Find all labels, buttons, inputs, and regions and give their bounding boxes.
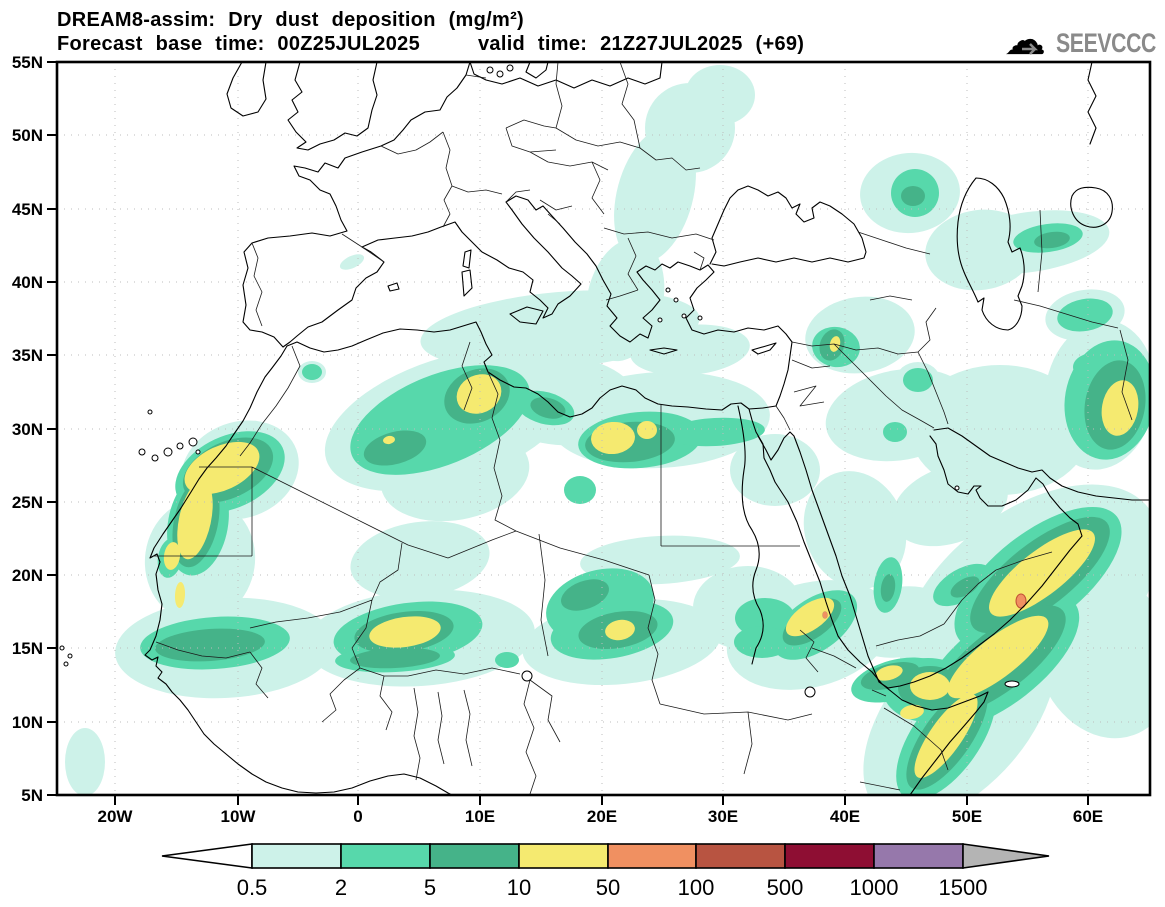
- ireland-coast: [226, 62, 267, 117]
- x-axis-labels: 20W 10W 0 10E 20E 30E 40E 50E 60E: [98, 807, 1104, 826]
- black-sea-coast: [709, 185, 867, 267]
- colorbar-value: 1500: [939, 875, 988, 900]
- x-axis-ticks: [114, 795, 1089, 805]
- nile-river: [737, 405, 764, 665]
- seevccc-logo: ☁ SEEVCCC: [1004, 16, 1157, 63]
- lat-label: 50N: [12, 126, 43, 145]
- colorbar: 0.5 2 5 10 50 100 500 1000 1500: [161, 843, 1050, 900]
- lat-label: 30N: [12, 420, 43, 439]
- colorbar-value: 500: [767, 875, 804, 900]
- baltic-coast: [469, 62, 663, 89]
- lat-label: 55N: [12, 53, 43, 72]
- lon-label: 0: [353, 807, 362, 826]
- y-axis-ticks: [47, 61, 57, 796]
- africa-borders: [153, 341, 949, 795]
- map-plot-area: [57, 62, 1150, 795]
- colorbar-segment: [607, 843, 697, 869]
- colorbar-value: 50: [596, 875, 620, 900]
- mediterranean-islands: [387, 249, 777, 355]
- colorbar-value: 0.5: [237, 875, 268, 900]
- lon-label: 10W: [221, 807, 257, 826]
- lat-label: 5N: [21, 786, 43, 805]
- colorbar-right-ar row: [962, 843, 1050, 869]
- lat-label: 15N: [12, 639, 43, 658]
- cloud-icon: ☁: [1004, 16, 1046, 63]
- aral-and-kazakh-lakes: [1070, 62, 1113, 228]
- lat-label: 45N: [12, 200, 43, 219]
- lat-label: 40N: [12, 273, 43, 292]
- europe-africa-mainland-coast: [144, 62, 793, 795]
- lat-label: 20N: [12, 566, 43, 585]
- latitude-gridlines: [57, 134, 1150, 723]
- colorbar-left-arrow: [161, 843, 253, 869]
- lon-label: 20W: [98, 807, 134, 826]
- colorbar-value: 1000: [850, 875, 899, 900]
- lon-label: 40E: [830, 807, 860, 826]
- persian-gulf-iran-coast: [933, 427, 1150, 501]
- dust-contours-level-50: [822, 593, 1027, 619]
- colorbar-labels: 0.5 2 5 10 50 100 500 1000 1500: [237, 875, 988, 900]
- lon-label: 20E: [587, 807, 617, 826]
- dust-contours-level-10: [163, 336, 1139, 778]
- colorbar-segment: [784, 843, 875, 869]
- figure-title: DREAM8-assim: Dry dust deposition (mg/m²…: [57, 9, 524, 31]
- coastlines: [59, 62, 1150, 795]
- colorbar-segment: [873, 843, 964, 869]
- colorbar-value: 10: [507, 875, 531, 900]
- colorbar-segment: [429, 843, 520, 869]
- colorbar-segment: [695, 843, 786, 869]
- colorbar-segment: [251, 843, 342, 869]
- sinai-arabia-coast: [757, 431, 1083, 689]
- logo-text: SEEVCCC: [1056, 28, 1156, 58]
- middle-east-borders: [775, 209, 1133, 647]
- y-axis-labels: 55N 50N 45N 40N 35N 30N 25N 20N 15N 10N …: [12, 53, 43, 805]
- lon-label: 30E: [708, 807, 738, 826]
- lat-label: 35N: [12, 346, 43, 365]
- small-islands: [59, 64, 1020, 698]
- britain-coast: [287, 62, 378, 151]
- caspian-sea-outline: [956, 177, 1025, 331]
- cloud-arrow-icon: [1022, 43, 1039, 55]
- lon-label: 10E: [465, 807, 495, 826]
- colorbar-value: 100: [678, 875, 715, 900]
- scandinavia-denmark: [525, 62, 549, 79]
- lat-label: 10N: [12, 713, 43, 732]
- figure-subtitle-base-time: Forecast base time: 00Z25JUL2025: [57, 33, 420, 55]
- lat-label: 25N: [12, 493, 43, 512]
- lon-label: 50E: [952, 807, 982, 826]
- figure-subtitle-valid-time: valid time: 21Z27JUL2025 (+69): [478, 33, 804, 55]
- colorbar-segment: [518, 843, 609, 869]
- colorbar-segment: [340, 843, 431, 869]
- red-sea-african-shore-somalia-coast: [748, 408, 989, 795]
- colorbar-value: 5: [424, 875, 436, 900]
- colorbar-value: 2: [335, 875, 347, 900]
- country-borders: [153, 62, 1133, 795]
- europe-borders: [251, 62, 715, 327]
- lon-label: 60E: [1073, 807, 1103, 826]
